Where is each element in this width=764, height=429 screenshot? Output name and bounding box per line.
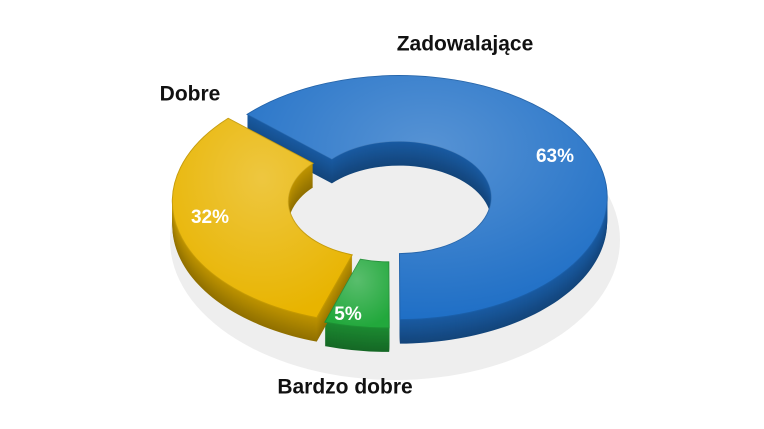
value-label: 32% [191, 207, 229, 228]
value-label: 5% [334, 304, 362, 325]
segment-highlight [247, 75, 608, 320]
segment-highlight [324, 259, 390, 328]
category-label: Zadowalające [397, 33, 534, 56]
category-label: Bardzo dobre [277, 376, 412, 399]
segment-highlight [172, 118, 353, 318]
category-label: Dobre [160, 83, 221, 106]
value-label: 63% [536, 146, 574, 167]
